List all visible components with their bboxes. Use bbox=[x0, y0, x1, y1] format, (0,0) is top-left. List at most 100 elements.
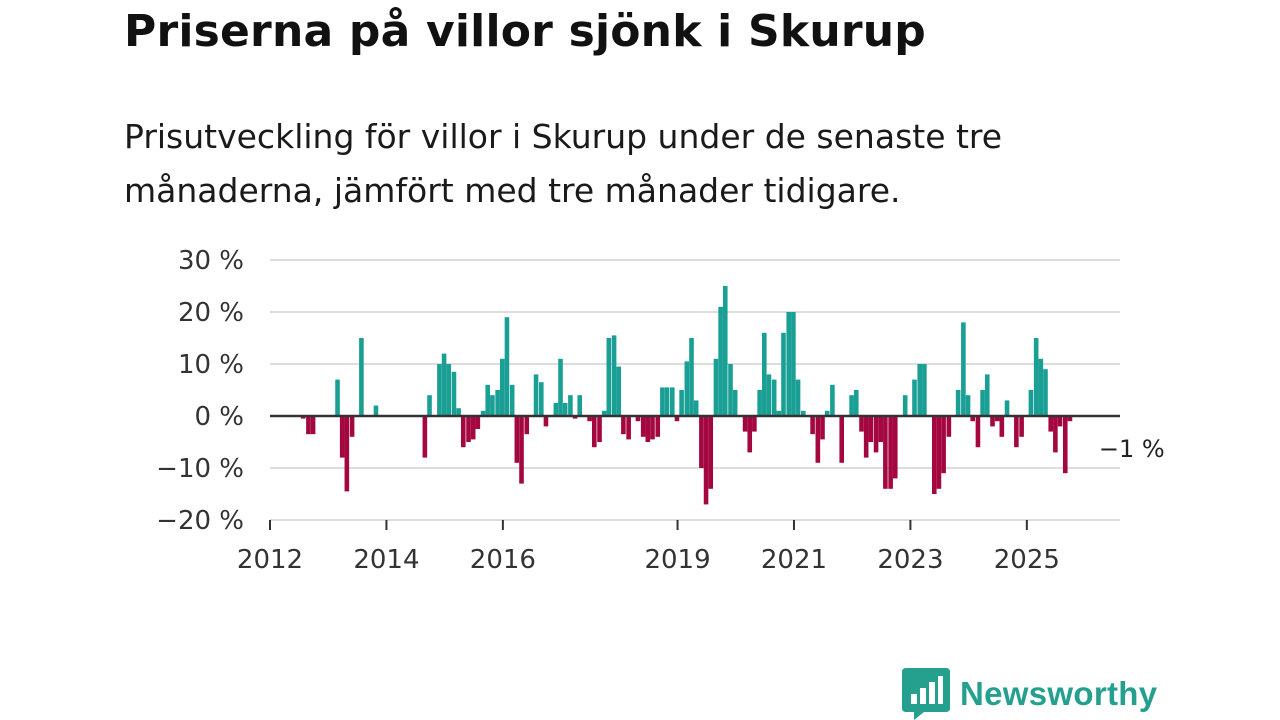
bar-positive bbox=[437, 364, 442, 416]
bar-negative bbox=[703, 416, 709, 505]
bar-positive bbox=[359, 338, 364, 416]
bar-positive bbox=[761, 332, 767, 416]
bar-positive bbox=[689, 338, 694, 416]
bar-positive bbox=[558, 358, 563, 416]
bar-positive bbox=[480, 410, 486, 416]
bar-positive bbox=[456, 408, 461, 416]
bar-positive bbox=[533, 374, 539, 416]
bar-negative bbox=[621, 416, 626, 435]
bar-positive bbox=[728, 364, 733, 416]
bar-negative bbox=[470, 416, 476, 440]
bar-positive bbox=[955, 390, 961, 416]
bar-positive bbox=[917, 364, 923, 416]
bar-positive bbox=[853, 390, 859, 416]
bar-positive bbox=[795, 379, 801, 416]
bar-positive bbox=[660, 387, 665, 416]
bar-negative bbox=[635, 416, 641, 422]
y-tick-label: −20 % bbox=[156, 506, 244, 536]
bar-positive bbox=[606, 338, 612, 416]
bar-positive bbox=[495, 390, 500, 416]
bar-positive bbox=[980, 390, 985, 416]
bar-positive bbox=[722, 286, 728, 416]
axis-labels: 30 % 20 % 10 % 0 % −10 % −20 % 2012 2014 2016 201… bbox=[156, 246, 1165, 575]
bar-positive bbox=[509, 384, 515, 416]
bar-positive bbox=[757, 390, 762, 416]
bar-positive bbox=[490, 395, 495, 416]
bar-negative bbox=[859, 416, 864, 432]
bar-positive bbox=[562, 403, 568, 416]
bar-negative bbox=[941, 416, 946, 474]
bar-negative bbox=[1019, 416, 1024, 437]
bar-positive bbox=[499, 358, 505, 416]
bar-positive bbox=[679, 390, 684, 416]
bar-negative bbox=[1048, 416, 1054, 432]
y-tick-label: 0 % bbox=[194, 402, 244, 432]
bar-negative bbox=[339, 416, 345, 458]
x-tick-label: 2012 bbox=[237, 545, 303, 575]
bar-positive bbox=[373, 405, 379, 416]
bar-positive bbox=[684, 361, 690, 416]
bar-positive bbox=[1028, 390, 1034, 416]
brand-name: Newsworthy bbox=[960, 675, 1158, 712]
x-tick-label: 2021 bbox=[761, 545, 827, 575]
bar-positive bbox=[1043, 369, 1048, 416]
bar-positive bbox=[922, 364, 927, 416]
bar-negative bbox=[708, 416, 714, 489]
bar-positive bbox=[1033, 338, 1039, 416]
bar-negative bbox=[892, 416, 898, 479]
bar-negative bbox=[975, 416, 981, 448]
bar-negative bbox=[349, 416, 355, 437]
bar-negative bbox=[655, 416, 661, 437]
bar-positive bbox=[693, 400, 699, 416]
axes bbox=[269, 414, 1120, 530]
bar-negative bbox=[839, 416, 845, 463]
bar-positive bbox=[984, 374, 990, 416]
brand-logo: Newsworthy bbox=[902, 668, 1157, 720]
bar-negative bbox=[810, 416, 815, 435]
bar-positive bbox=[1038, 358, 1044, 416]
x-tick-label: 2014 bbox=[353, 545, 419, 575]
bar-positive bbox=[824, 410, 830, 416]
bar-positive bbox=[577, 395, 583, 416]
bar-positive bbox=[335, 379, 340, 416]
bar-negative bbox=[873, 416, 879, 453]
bar-negative bbox=[344, 416, 350, 492]
chart-subtitle: Prisutveckling för villor i Skurup under… bbox=[124, 117, 1003, 210]
bar-negative bbox=[878, 416, 884, 442]
bar-negative bbox=[1062, 416, 1068, 474]
bar-positive bbox=[800, 410, 806, 416]
y-tick-label: 30 % bbox=[178, 246, 244, 276]
bar-positive bbox=[776, 410, 782, 416]
bar-positive bbox=[451, 371, 457, 416]
bar-negative bbox=[524, 416, 530, 435]
bar-negative bbox=[466, 416, 471, 442]
bar-positive bbox=[771, 379, 777, 416]
bar-negative bbox=[626, 416, 631, 440]
bar-positive bbox=[568, 395, 573, 416]
bar-positive bbox=[781, 332, 786, 416]
bar-negative bbox=[970, 416, 976, 422]
bar-positive bbox=[1004, 400, 1010, 416]
bar-negative bbox=[994, 416, 1000, 422]
bar-negative bbox=[946, 416, 952, 437]
bar-positive bbox=[786, 312, 792, 416]
bar-positive bbox=[902, 395, 908, 416]
bar-negative bbox=[650, 416, 655, 440]
bar-positive bbox=[485, 384, 491, 416]
bar-negative bbox=[640, 416, 646, 437]
bar-positive bbox=[441, 353, 447, 416]
bar-negative bbox=[936, 416, 942, 489]
bar-negative bbox=[306, 416, 311, 435]
bar-positive bbox=[539, 382, 544, 416]
bar-negative bbox=[990, 416, 995, 427]
bar-positive bbox=[732, 390, 738, 416]
bar-negative bbox=[591, 416, 597, 448]
bar-negative bbox=[999, 416, 1005, 437]
bar-positive bbox=[611, 335, 617, 416]
bar-positive bbox=[766, 374, 772, 416]
bar-positive bbox=[427, 395, 432, 416]
x-tick-label: 2016 bbox=[470, 545, 536, 575]
bar-negative bbox=[868, 416, 874, 442]
bar-negative bbox=[1053, 416, 1058, 453]
